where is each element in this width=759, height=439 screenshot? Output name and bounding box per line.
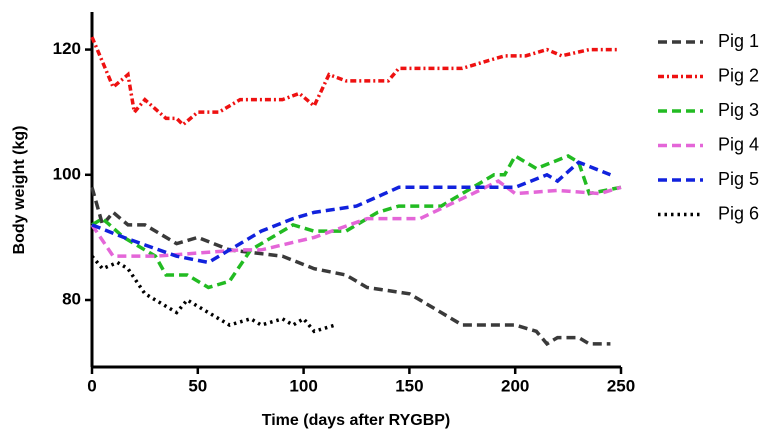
legend-label: Pig 6 <box>718 203 759 223</box>
y-tick-label: 100 <box>53 164 81 183</box>
x-axis-label: Time (days after RYGBP) <box>262 412 451 429</box>
y-tick-label: 80 <box>62 289 81 308</box>
legend-label: Pig 4 <box>718 134 759 154</box>
x-tick-label: 250 <box>607 376 635 395</box>
x-tick-label: 100 <box>289 376 317 395</box>
line-series <box>90 36 617 128</box>
x-tick-label: 150 <box>395 376 423 395</box>
legend-label: Pig 5 <box>718 169 759 189</box>
x-tick-label: 0 <box>87 376 96 395</box>
legend-label: Pig 1 <box>718 31 759 51</box>
x-tick-label: 50 <box>188 376 207 395</box>
legend-label: Pig 3 <box>718 100 759 120</box>
line-series <box>91 153 622 290</box>
x-tick-label: 200 <box>501 376 529 395</box>
line-series <box>90 179 622 258</box>
y-axis-label: Body weight (kg) <box>11 126 28 255</box>
line-series <box>90 255 336 334</box>
line-series <box>91 160 612 265</box>
legend-label: Pig 2 <box>718 65 759 85</box>
line-series <box>90 186 611 347</box>
y-tick-label: 120 <box>53 39 81 58</box>
